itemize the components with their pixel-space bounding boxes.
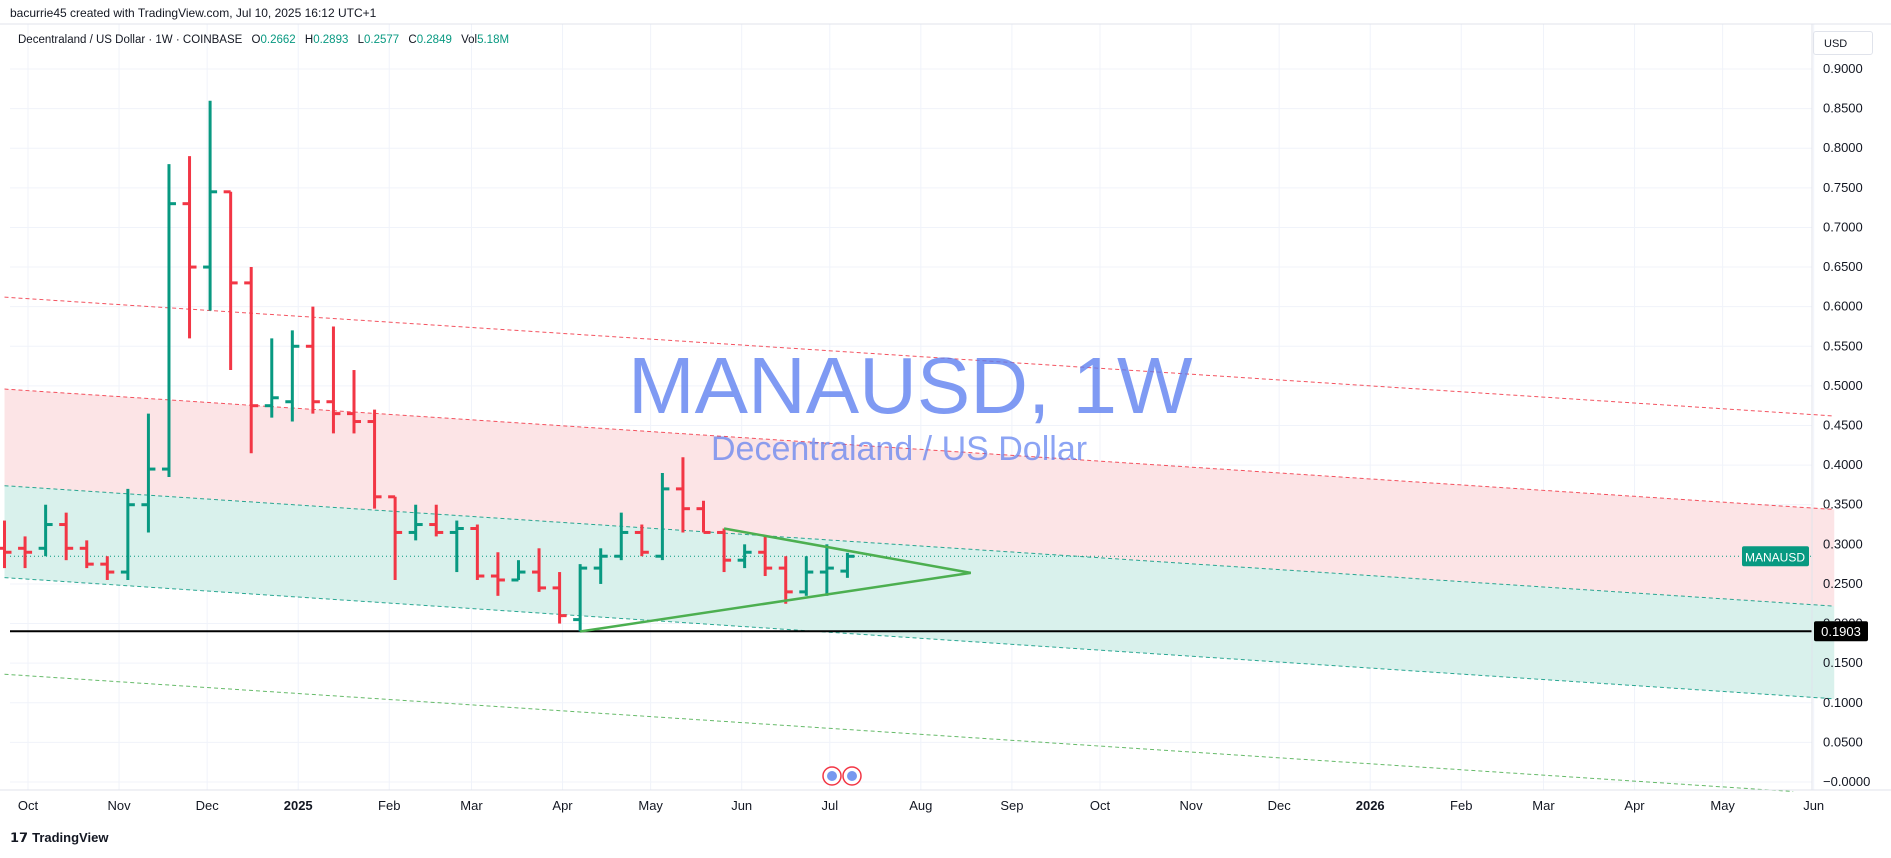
last-price-badge [1742,546,1809,567]
open-value: 0.2662 [260,34,296,46]
y-tick-label: 0.8000 [1823,140,1863,155]
footer-brand: TradingView [32,830,109,845]
symbol-description[interactable]: Decentraland / US Dollar · 1W · COINBASE [18,34,243,46]
y-tick-label: 0.3500 [1823,497,1863,512]
x-tick-label: Apr [1624,798,1645,813]
x-tick-label: Mar [1532,798,1555,813]
x-tick-label: Feb [1450,798,1472,813]
y-tick-label: 0.7000 [1823,219,1863,234]
y-tick-label: 0.7500 [1823,180,1863,195]
y-tick-label: 0.1000 [1823,695,1863,710]
y-tick-label: 0.9000 [1823,61,1863,76]
x-tick-label: Dec [1268,798,1292,813]
y-tick-label: 0.4500 [1823,418,1863,433]
x-tick-label: Feb [378,798,400,813]
volume-value: 5.18M [477,34,510,46]
channel-line-2 [4,485,1835,607]
low-label: L [357,34,364,46]
x-tick-label: Dec [196,798,220,813]
created-by-text: bacurrie45 created with TradingView.com,… [10,6,377,20]
x-tick-label: May [1710,798,1735,813]
y-tick-label: 0.8500 [1823,101,1863,116]
x-tick-label: Mar [460,798,483,813]
x-tick-label: Nov [107,798,131,813]
last-price-badge-label: MANAUSD [1745,550,1805,564]
y-tick-label: 0.0500 [1823,734,1863,749]
tradingview-footer[interactable]: 𝟭𝟳 TradingView [10,830,108,846]
y-tick-label: 0.6500 [1823,259,1863,274]
channel-line-0 [4,296,1835,417]
y-tick-label: 0.3000 [1823,536,1863,551]
y-tick-label: 0.4000 [1823,457,1863,472]
x-tick-label: Apr [552,798,573,813]
x-tick-label: Jul [821,798,838,813]
x-tick-label: Nov [1179,798,1203,813]
channel-line-4 [4,673,1794,793]
watermark-subtitle: Decentraland / US Dollar [711,430,1088,468]
us-flag-event-icon-inner [847,771,857,781]
open-label: O [251,34,261,46]
symbol-legend: Decentraland / US Dollar · 1W · COINBASE… [18,34,509,46]
y-tick-label: 0.5500 [1823,338,1863,353]
lower-channel-band [4,485,1835,699]
channel-line-3 [4,577,1835,700]
x-tick-label: Oct [1090,798,1111,813]
low-value: 0.2577 [363,34,400,46]
volume-label: Vol [461,34,478,46]
x-tick-label: 2025 [284,798,313,813]
support-price-badge-label: 0.1903 [1821,624,1861,639]
high-label: H [304,34,314,46]
y-tick-label: 0.5000 [1823,378,1863,393]
x-tick-label: Oct [18,798,39,813]
tv-logo-icon: 𝟭𝟳 [10,830,29,845]
close-value: 0.2849 [416,34,452,46]
y-tick-label: 0.1500 [1823,655,1863,670]
high-value: 0.2893 [313,34,349,46]
x-tick-label: 2026 [1356,798,1385,813]
watermark-title: MANAUSD, 1W [628,341,1193,430]
close-label: C [408,34,417,46]
us-flag-event-icon-inner [827,771,837,781]
support-price-badge [1814,621,1868,642]
currency-button[interactable]: USD [1813,31,1873,55]
y-tick-label: −0.0000 [1823,774,1870,789]
channel-line-1 [4,388,1835,510]
x-tick-label: Aug [909,798,932,813]
x-tick-label: Jun [731,798,752,813]
x-tick-label: Sep [1000,798,1023,813]
y-tick-label: 0.6000 [1823,299,1863,314]
y-tick-label: 0.2500 [1823,576,1863,591]
x-tick-label: Jun [1803,798,1824,813]
upper-channel-band [4,389,1835,607]
symmetrical-triangle [579,527,971,633]
x-tick-label: May [638,798,663,813]
